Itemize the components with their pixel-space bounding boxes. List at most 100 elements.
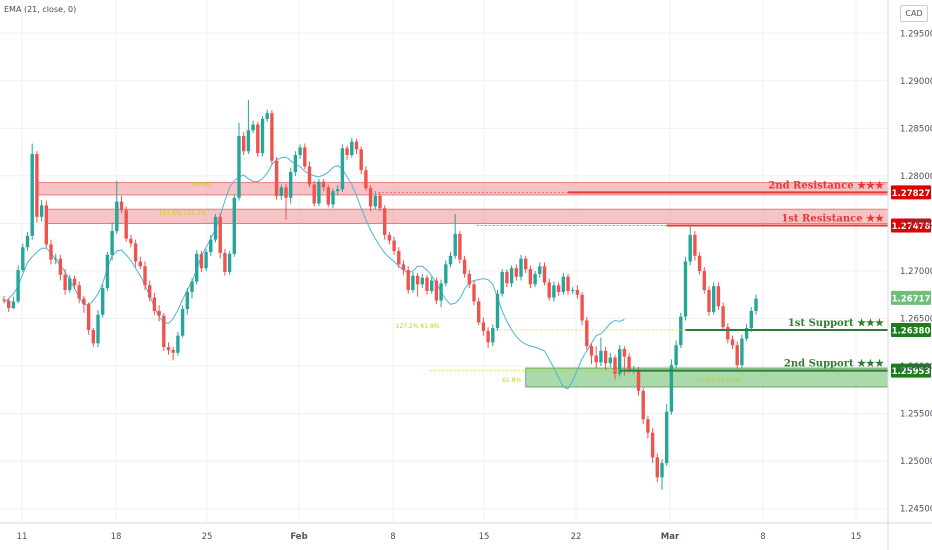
candle xyxy=(650,427,655,464)
level-label: 2nd Support ★★★ xyxy=(784,359,884,370)
price-tag-box xyxy=(891,218,931,233)
candle-body xyxy=(54,258,58,260)
candle xyxy=(2,295,6,304)
candle-body xyxy=(72,278,77,286)
candle-body xyxy=(298,147,302,155)
candle-body xyxy=(740,338,744,366)
candle-body xyxy=(293,154,298,173)
time-tick-label: Feb xyxy=(290,532,307,542)
candle xyxy=(227,251,232,275)
candle-body xyxy=(242,135,246,152)
candle xyxy=(119,195,124,214)
candle xyxy=(383,205,387,240)
candle-body xyxy=(444,264,448,284)
candle xyxy=(754,294,758,315)
candle xyxy=(72,275,77,290)
candle-body xyxy=(500,271,504,294)
price-tag-text: 1.27478 xyxy=(892,222,931,232)
candle-body xyxy=(359,149,363,171)
candle-body xyxy=(406,270,410,291)
candle xyxy=(655,453,659,483)
level-label: 1st Resistance ★★ xyxy=(781,214,884,225)
candle-body xyxy=(303,147,307,167)
price-tick-label: 1.29000 xyxy=(900,77,932,87)
price-tag: 1.25953 xyxy=(891,363,931,378)
candle xyxy=(359,146,363,175)
candle-body xyxy=(2,299,6,301)
candle xyxy=(340,144,345,193)
indicator-legend[interactable]: EMA (21, close, 0) xyxy=(4,5,77,14)
candle-body xyxy=(11,301,16,309)
candle-body xyxy=(199,253,204,269)
candle xyxy=(693,231,697,261)
candle xyxy=(472,280,476,306)
price-tag-box xyxy=(891,185,931,200)
candle-body xyxy=(726,327,730,340)
candle xyxy=(35,151,39,223)
candle xyxy=(49,239,53,265)
candle-body xyxy=(58,258,63,275)
candle xyxy=(260,116,265,156)
candle-body xyxy=(171,349,175,353)
candle xyxy=(265,109,269,122)
candle xyxy=(740,334,744,369)
candle-body xyxy=(519,258,523,277)
candle-body xyxy=(195,253,199,282)
candle-body xyxy=(580,294,584,321)
candle xyxy=(618,345,622,377)
candle-body xyxy=(575,290,580,295)
candle-body xyxy=(556,285,561,292)
time-tick-label: Mar xyxy=(661,532,680,542)
time-tick-label: 15 xyxy=(851,532,862,542)
candle xyxy=(25,232,30,252)
candle xyxy=(744,324,749,342)
candle xyxy=(171,347,175,361)
candle-body xyxy=(730,339,735,346)
price-tag-text: 1.25953 xyxy=(892,367,931,377)
candle xyxy=(387,232,392,245)
candle-body xyxy=(542,266,547,283)
candle-body xyxy=(415,275,420,285)
candle-body xyxy=(35,154,39,217)
candle-body xyxy=(749,310,753,329)
price-tag: 1.26380 xyxy=(891,322,931,337)
candle xyxy=(627,352,631,373)
candle xyxy=(148,280,152,302)
candle xyxy=(406,266,410,294)
candle-body xyxy=(232,197,236,254)
candle-body xyxy=(204,251,208,269)
candle xyxy=(303,143,307,170)
candle xyxy=(166,342,171,355)
candle xyxy=(697,251,702,275)
candle-body xyxy=(641,390,645,420)
candle xyxy=(683,256,688,321)
candle-body xyxy=(307,166,312,185)
candle xyxy=(556,282,561,296)
candle-body xyxy=(378,195,382,209)
candle-body xyxy=(721,306,725,328)
candle-body xyxy=(472,284,476,302)
candle-body xyxy=(665,411,669,464)
candle xyxy=(707,286,711,316)
candle-body xyxy=(138,261,142,267)
candle-body xyxy=(754,298,758,311)
candle-body xyxy=(279,187,283,196)
candle xyxy=(321,178,326,192)
candle-body xyxy=(157,310,161,316)
candle-body xyxy=(260,118,265,154)
candle-body xyxy=(368,188,373,207)
candle-body xyxy=(180,309,185,336)
candle xyxy=(232,194,236,257)
candle xyxy=(157,305,161,322)
candle-body xyxy=(702,271,706,291)
candle-body xyxy=(495,293,500,329)
candle xyxy=(495,290,500,331)
candle xyxy=(293,151,298,176)
price-tick-label: 1.27000 xyxy=(900,267,932,277)
candle xyxy=(542,262,547,286)
currency-button[interactable]: CAD xyxy=(900,5,928,22)
candle xyxy=(152,292,157,315)
candle xyxy=(312,180,316,207)
candle-body xyxy=(509,268,514,284)
